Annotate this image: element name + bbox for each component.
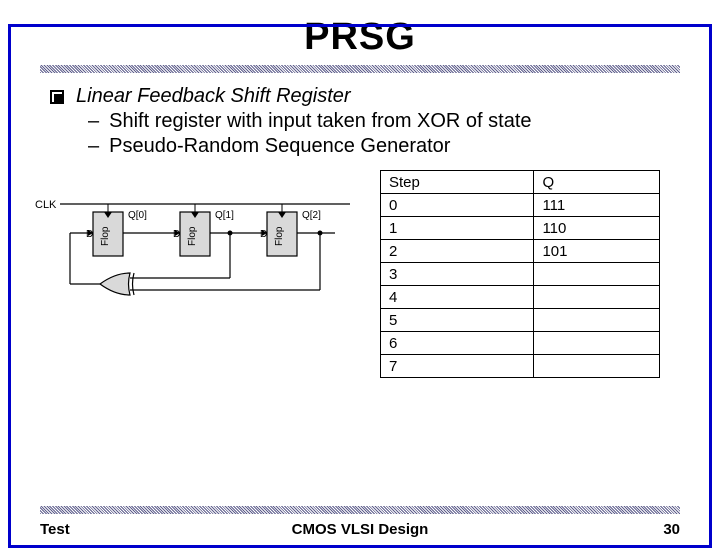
footer-center: CMOS VLSI Design bbox=[292, 521, 429, 538]
slide-border bbox=[8, 24, 712, 548]
title-divider bbox=[40, 65, 680, 73]
footer-left: Test bbox=[40, 521, 70, 538]
footer-right: 30 bbox=[663, 521, 680, 538]
footer-divider bbox=[40, 506, 680, 514]
footer: Test CMOS VLSI Design 30 bbox=[20, 521, 700, 538]
checkbox-bullet-icon bbox=[50, 90, 64, 104]
